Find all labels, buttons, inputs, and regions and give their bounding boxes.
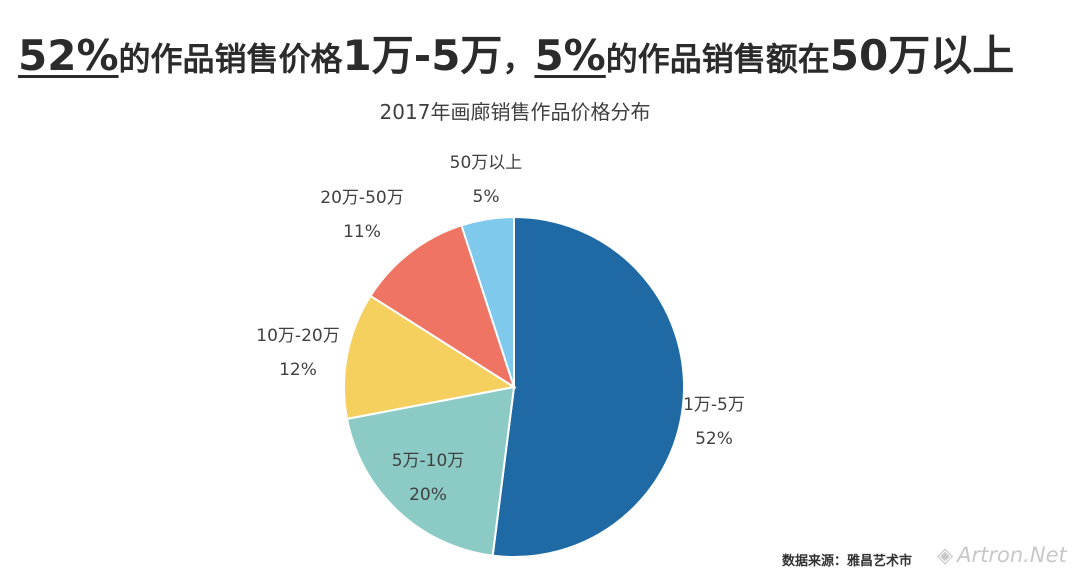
headline: 52% 的作品销售价格 1万-5万 ， 5% 的作品销售额在 50万以上 — [18, 22, 1014, 80]
slice-value-label: 12% — [279, 360, 317, 380]
slice-value-label: 5% — [473, 187, 500, 207]
slice-category-label: 1万-5万 — [683, 395, 745, 415]
headline-pct-2: 5% — [534, 31, 606, 80]
pie-slices — [342, 215, 685, 558]
slice-value-label: 11% — [343, 222, 381, 242]
slice-value-label: 52% — [695, 429, 733, 449]
headline-text-2: 的作品销售额在 — [605, 40, 830, 78]
slice-value-label: 20% — [409, 485, 447, 505]
headline-pct-1: 52% — [18, 31, 119, 80]
headline-range: 1万-5万 — [342, 31, 503, 80]
pie-slice — [460, 215, 515, 388]
slice-category-label: 50万以上 — [450, 153, 523, 173]
headline-text-1: 的作品销售价格 — [118, 40, 343, 78]
pie-slice — [342, 294, 517, 421]
watermark-logo-icon: ◈ — [937, 543, 954, 567]
chart-title: 2017年画廊销售作品价格分布 — [379, 100, 651, 124]
slice-category-label: 20万-50万 — [320, 188, 403, 208]
pie-slice — [491, 215, 685, 558]
artron-watermark: ◈ Artron.Net — [937, 543, 1067, 567]
headline-amount: 50万以上 — [829, 31, 1015, 80]
pie-labels: 1万-5万 52% 5万-10万 20% 10万-20万 12% 20万-50万 11% 50万… — [256, 153, 745, 505]
pie-slice — [369, 224, 516, 390]
watermark-text: Artron.Net — [957, 543, 1067, 567]
slice-category-label: 10万-20万 — [256, 326, 339, 346]
pie-slice — [345, 385, 516, 557]
headline-separator: ， — [502, 40, 535, 78]
slice-category-label: 5万-10万 — [392, 451, 465, 471]
data-source: 数据来源：雅昌艺术市 — [782, 554, 913, 569]
